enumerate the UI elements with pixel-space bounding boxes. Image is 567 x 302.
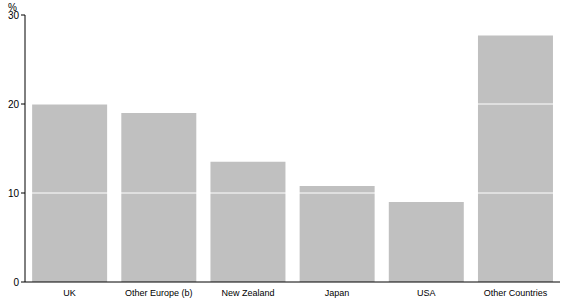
svg-text:UK: UK <box>63 288 76 298</box>
svg-text:20: 20 <box>8 99 19 110</box>
svg-text:Other Countries: Other Countries <box>484 288 548 298</box>
svg-text:Other Europe (b): Other Europe (b) <box>125 288 193 298</box>
svg-text:New Zealand: New Zealand <box>221 288 274 298</box>
svg-text:0: 0 <box>13 277 19 288</box>
svg-text:USA: USA <box>417 288 436 298</box>
svg-text:Japan: Japan <box>325 288 350 298</box>
svg-text:%: % <box>8 2 17 13</box>
svg-text:10: 10 <box>8 188 19 199</box>
